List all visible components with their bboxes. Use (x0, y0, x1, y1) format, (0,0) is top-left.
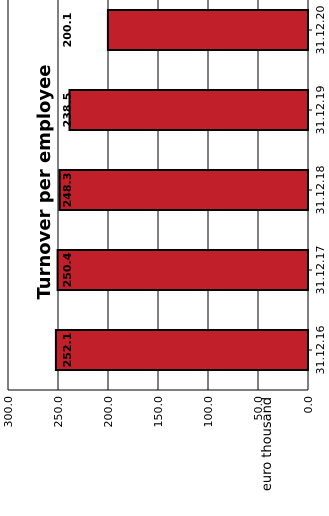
chart-title: Turnover per employee (34, 64, 55, 299)
y-tick-label: 100.0 (202, 396, 215, 428)
plot-area: 0.0 50.0 100.0 150.0 200.0 250.0 300.0 252.1 31.… (2, 0, 327, 428)
y-tick-label: 50.0 (252, 396, 265, 421)
y-tick-label: 150.0 (152, 396, 165, 428)
x-tick-label: 31.12.20 (314, 6, 327, 55)
data-label: 238.5 (61, 93, 74, 128)
x-tick-label: 31.12.19 (314, 86, 327, 135)
bar (56, 249, 309, 291)
x-tick-label: 31.12.17 (314, 246, 327, 295)
x-tick-label: 31.12.18 (314, 166, 327, 215)
data-label: 248.3 (61, 173, 74, 208)
y-tick-label: 0.0 (302, 396, 315, 414)
bar (54, 329, 310, 371)
data-label: 250.4 (61, 252, 74, 287)
bar (58, 169, 310, 211)
y-axis-label: euro thousand (260, 397, 275, 491)
y-tick-label: 300.0 (2, 396, 15, 428)
data-label: 252.1 (61, 333, 74, 368)
y-tick-label: 250.0 (52, 396, 65, 428)
bar (68, 89, 309, 131)
data-label: 200.1 (61, 13, 74, 48)
y-tick-label: 200.0 (102, 396, 115, 428)
bar (106, 9, 310, 51)
x-tick-label: 31.12.16 (314, 326, 327, 375)
